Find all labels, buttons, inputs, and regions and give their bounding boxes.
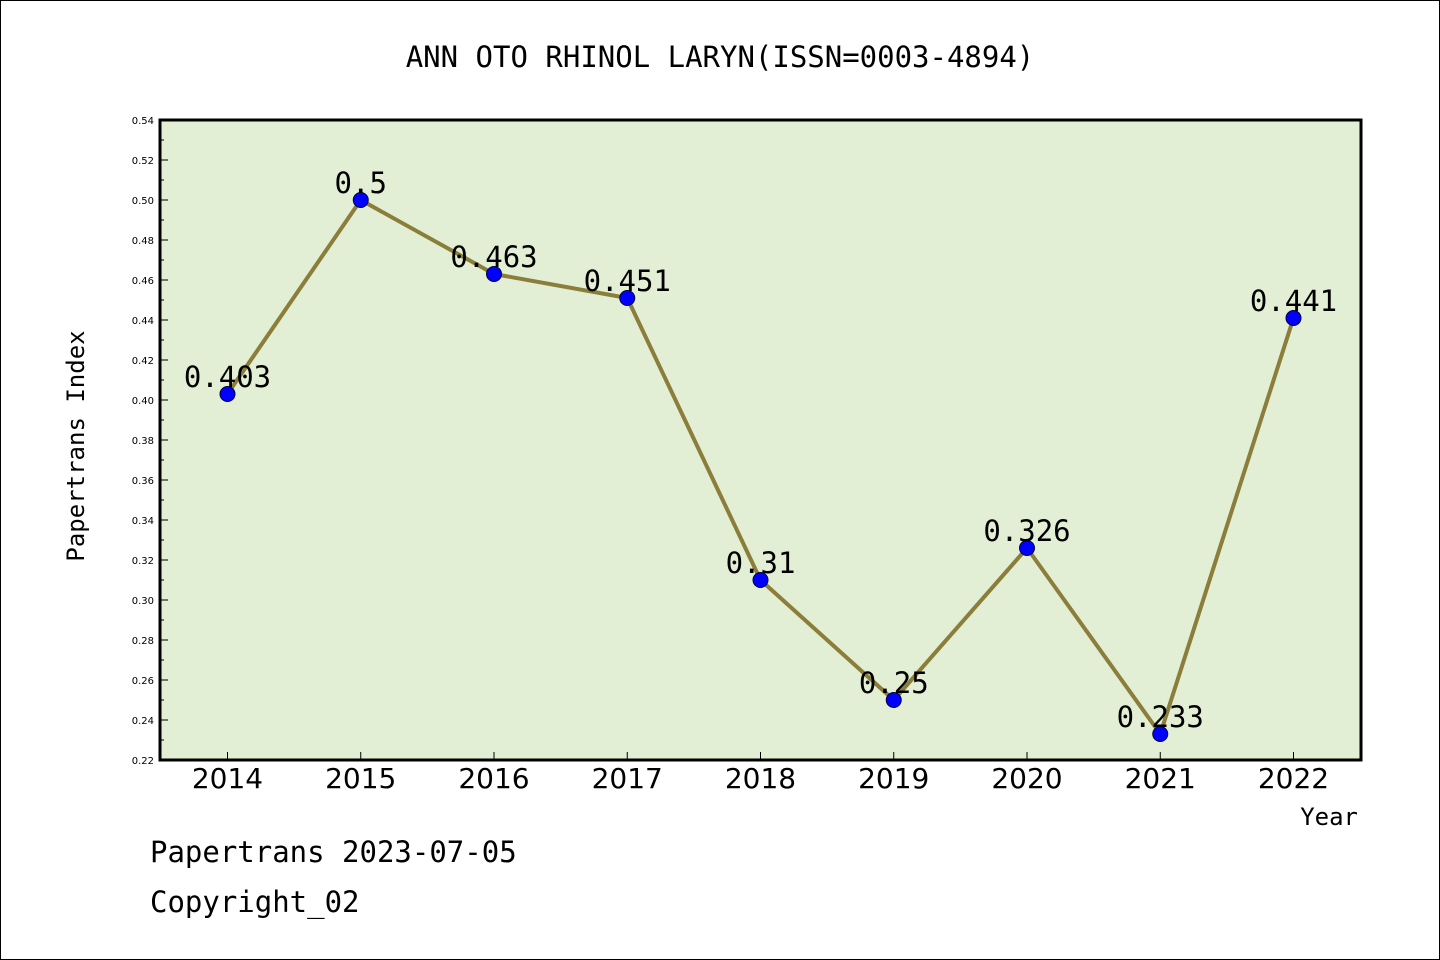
y-tick-label: 0.28 [132,636,154,647]
y-tick-label: 0.48 [132,236,154,247]
data-point [752,572,769,588]
y-tick-label: 0.36 [132,476,154,487]
data-point [619,290,636,306]
data-label: 0.25 [859,666,929,700]
data-label: 0.31 [726,546,796,580]
y-tick-label: 0.40 [132,396,154,407]
x-tick-label: 2017 [592,762,663,795]
data-label: 0.5 [335,166,387,200]
data-point [1285,310,1302,326]
data-label-layer: 0.403 0.5 0.463 0.451 0.31 0.25 0.326 0.233 0.44… [184,166,1337,734]
x-tick-label: 2018 [725,762,796,795]
data-point [885,692,902,708]
x-tick-label: 2019 [858,762,929,795]
data-label: 0.451 [584,264,671,298]
y-tick-label: 0.38 [132,436,154,447]
y-axis-title: Papertrans Index [62,330,90,561]
x-tick-label: 2022 [1258,762,1329,795]
y-tick-label: 0.30 [132,596,154,607]
footer-copyright: Copyright_02 [150,885,360,919]
x-tick-label: 2015 [325,762,396,795]
y-tick-label: 0.46 [132,276,154,287]
data-point [486,266,502,282]
data-label: 0.463 [450,240,537,274]
y-tick-label: 0.44 [132,316,154,327]
data-label: 0.403 [184,360,271,394]
data-point [352,192,369,208]
y-tick-label: 0.52 [132,156,154,167]
x-tick-label: 2020 [991,762,1062,795]
data-label: 0.233 [1117,700,1204,734]
x-tick-label: 2014 [192,762,263,795]
y-tick-label: 0.34 [132,516,154,527]
data-label: 0.441 [1250,284,1337,318]
y-tick-label: 0.22 [132,756,154,767]
x-tick-label: 2021 [1125,762,1196,795]
y-tick-label: 0.32 [132,556,154,567]
series-layer [219,192,1302,742]
data-point [219,386,236,402]
y-tick-label: 0.42 [132,356,154,367]
y-tick-label: 0.50 [132,196,154,207]
y-tick-label: 0.54 [132,116,154,127]
y-tick-label: 0.26 [132,676,154,687]
y-axis: 0.22 0.24 0.26 0.28 0.30 0.32 0.34 0.36 0.38 0.40… [132,116,168,767]
data-point [1019,540,1035,556]
plot-area [158,118,1363,762]
y-tick-label: 0.24 [132,716,154,727]
chart-title: ANN OTO RHINOL LARYN(ISSN=0003-4894) [406,40,1035,74]
x-tick-label: 2016 [458,762,529,795]
x-axis: 2014 2015 2016 2017 2018 2019 2020 2021 2022 [192,752,1329,795]
data-label: 0.326 [983,514,1070,548]
data-point [1152,726,1169,742]
x-axis-title: Year [1300,803,1358,831]
footer-source: Papertrans 2023-07-05 [150,835,517,869]
